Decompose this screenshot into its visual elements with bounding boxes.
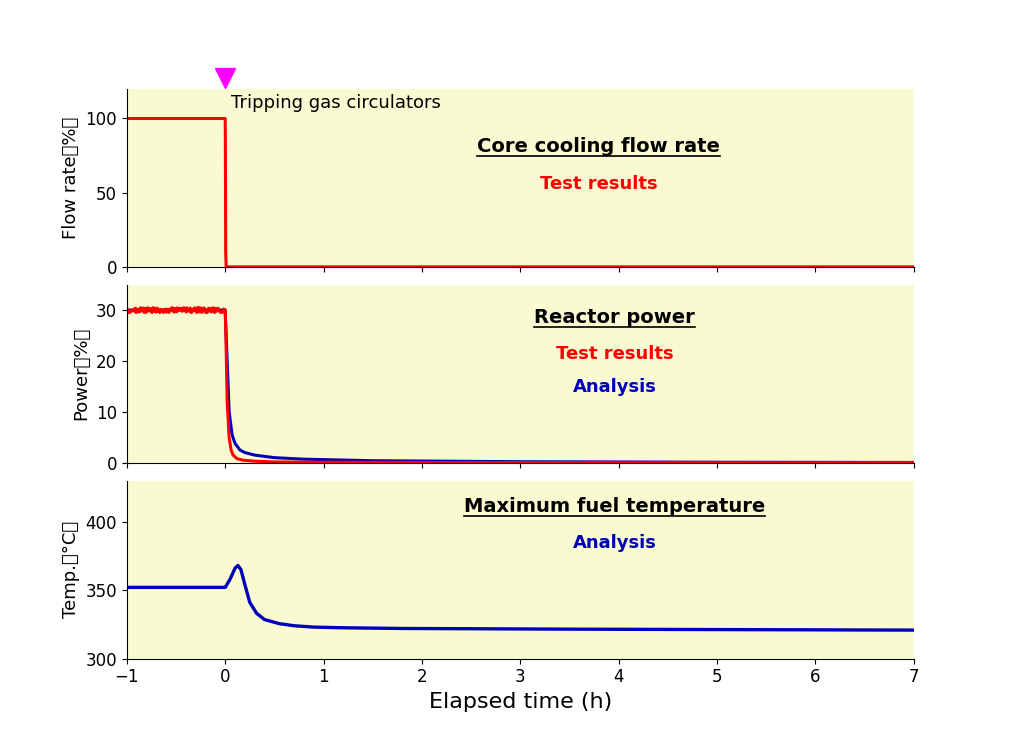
Y-axis label: Power（%）: Power（%） [72, 327, 90, 420]
Y-axis label: Flow rate（%）: Flow rate（%） [62, 117, 80, 239]
Text: Maximum fuel temperature: Maximum fuel temperature [464, 497, 765, 517]
X-axis label: Elapsed time (h): Elapsed time (h) [428, 692, 612, 712]
Text: Test results: Test results [540, 175, 658, 192]
Text: Analysis: Analysis [572, 377, 657, 395]
Text: Core cooling flow rate: Core cooling flow rate [477, 138, 721, 156]
Text: Reactor power: Reactor power [534, 309, 695, 327]
Text: Test results: Test results [556, 346, 673, 363]
Text: Tripping gas circulators: Tripping gas circulators [231, 94, 441, 112]
Y-axis label: Temp.（°C）: Temp.（°C） [62, 521, 80, 618]
Text: Analysis: Analysis [572, 534, 657, 552]
